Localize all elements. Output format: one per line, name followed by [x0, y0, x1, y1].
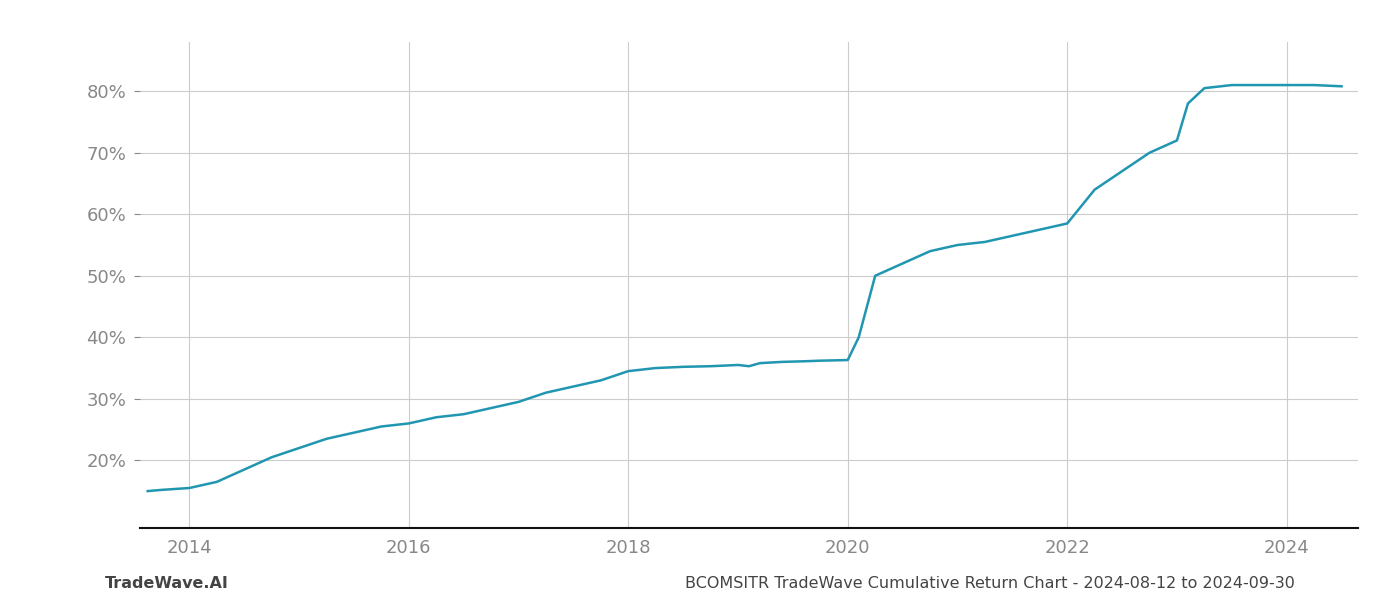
- Text: TradeWave.AI: TradeWave.AI: [105, 576, 228, 591]
- Text: BCOMSITR TradeWave Cumulative Return Chart - 2024-08-12 to 2024-09-30: BCOMSITR TradeWave Cumulative Return Cha…: [685, 576, 1295, 591]
